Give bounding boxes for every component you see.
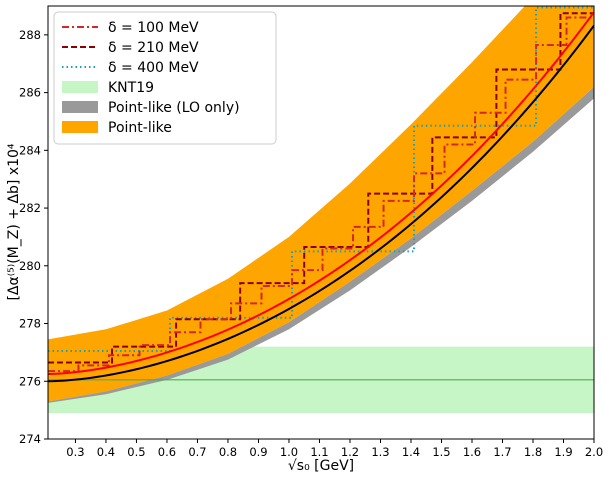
y-tick-label: 286 — [19, 86, 41, 100]
plot-frame — [47, 5, 595, 440]
legend-label: Point-like (LO only) — [108, 100, 240, 116]
y-tick-label: 280 — [19, 259, 41, 273]
legend-label: Point-like — [108, 120, 172, 136]
x-tick-label: 1.4 — [402, 445, 420, 459]
x-tick-label: 1.0 — [280, 445, 298, 459]
y-tick-label: 276 — [19, 374, 41, 388]
y-axis: 274 276 278 280 282 284 286 288 — [19, 28, 48, 446]
x-tick-label: 0.3 — [66, 445, 84, 459]
x-tick-label: 0.8 — [219, 445, 237, 459]
point-like-band — [48, 6, 594, 402]
legend-swatch — [62, 121, 98, 133]
legend-swatch — [62, 81, 98, 93]
legend-label: δ = 210 MeV — [108, 40, 199, 56]
y-tick-label: 288 — [19, 28, 41, 42]
y-tick-label: 278 — [19, 317, 41, 331]
x-tick-label: 1.1 — [310, 445, 328, 459]
y-axis-label: [Δα⁽⁵⁾(M_Z) + Δb] x10⁴ — [6, 143, 22, 300]
x-tick-label: 1.6 — [463, 445, 481, 459]
x-tick-label: 1.8 — [524, 445, 542, 459]
x-tick-label: 0.5 — [127, 445, 145, 459]
series-layer — [48, 6, 594, 383]
x-tick-label: 1.9 — [554, 445, 572, 459]
legend: δ = 100 MeV δ = 210 MeV δ = 400 MeV KNT19 Po… — [53, 11, 277, 145]
red-central-curve — [48, 11, 594, 376]
bands-layer — [48, 6, 594, 414]
legend-label: KNT19 — [108, 80, 154, 96]
y-tick-label: 282 — [19, 201, 41, 215]
x-axis: 0.3 0.4 0.5 0.6 0.7 0.8 0.9 1.0 1.1 1.2 1.3 1.4 1.5 1… — [66, 439, 603, 459]
x-tick-label: 1.5 — [432, 445, 450, 459]
series--210-mev — [48, 12, 594, 364]
x-tick-label: 2.0 — [585, 445, 603, 459]
series--100-mev — [48, 16, 594, 373]
legend-label: δ = 100 MeV — [108, 20, 199, 36]
x-tick-label: 0.4 — [97, 445, 115, 459]
x-tick-label: 0.9 — [249, 445, 267, 459]
legend-swatch — [62, 101, 98, 113]
x-tick-label: 0.6 — [158, 445, 176, 459]
x-tick-label: 1.2 — [341, 445, 359, 459]
point-like-central-curve — [48, 25, 594, 383]
x-tick-label: 1.3 — [371, 445, 389, 459]
legend-frame — [53, 11, 277, 145]
legend-label: δ = 400 MeV — [108, 60, 199, 76]
y-tick-label: 274 — [19, 432, 41, 446]
y-tick-label: 284 — [19, 143, 41, 157]
x-tick-label: 1.7 — [493, 445, 511, 459]
x-axis-label: √s₀ [GeV] — [288, 458, 354, 474]
x-tick-label: 0.7 — [188, 445, 206, 459]
